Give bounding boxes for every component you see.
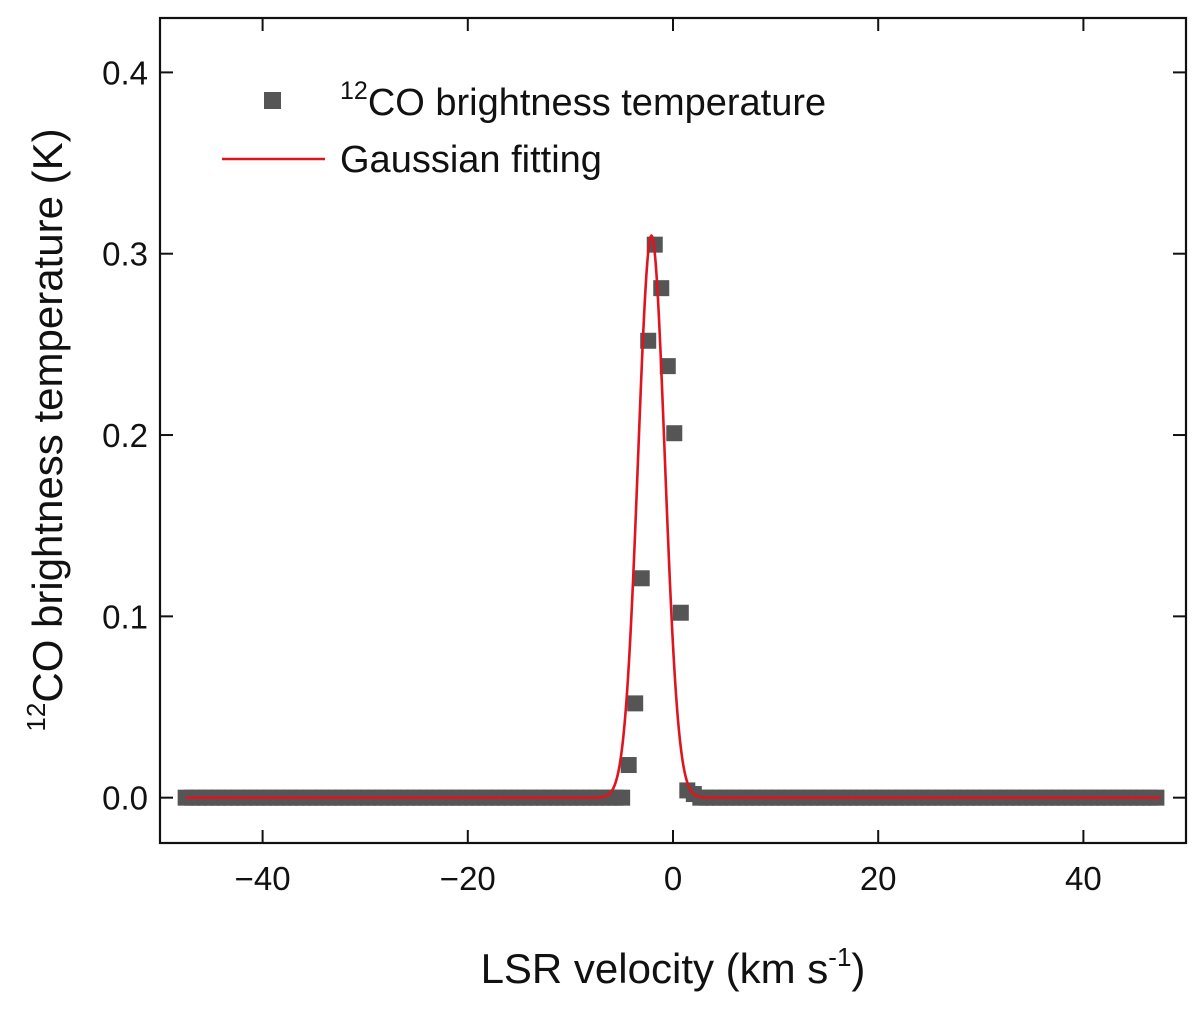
data-layer (178, 236, 1165, 806)
y-tick-label: 0.0 (102, 780, 148, 817)
y-tick-label: 0.4 (102, 54, 148, 91)
x-axis-title-superscript: -1 (828, 942, 851, 972)
x-tick-label: 40 (1065, 860, 1102, 897)
x-axis-title: LSR velocity (km s-1) (481, 942, 866, 992)
y-tick-label: 0.1 (102, 598, 148, 635)
x-axis-title-main: LSR velocity (km s (481, 945, 829, 992)
data-point (627, 695, 643, 711)
data-point (634, 570, 650, 586)
x-tick-label: −20 (440, 860, 496, 897)
x-tick-label: −40 (235, 860, 291, 897)
chart: −40 −20 0 20 40 0.0 0.1 0.2 0.3 0.4 LSR velocity… (0, 0, 1200, 1011)
data-point (673, 605, 689, 621)
y-axis: 0.0 0.1 0.2 0.3 0.4 (102, 54, 1186, 816)
y-tick-label: 0.2 (102, 417, 148, 454)
data-point (621, 757, 637, 773)
y-tick-label: 0.3 (102, 236, 148, 273)
data-point (653, 280, 669, 296)
legend-label-scatter: 12CO brightness temperature (340, 77, 826, 124)
legend: 12CO brightness temperature Gaussian fit… (222, 77, 826, 181)
legend-scatter-marker (264, 92, 281, 109)
legend-label-line: Gaussian fitting (340, 139, 602, 181)
gaussian-fit-line (186, 236, 1161, 798)
x-axis-title-suffix: ) (851, 945, 865, 992)
legend-label-scatter-superscript: 12 (340, 77, 368, 105)
data-point (666, 425, 682, 441)
y-axis-title-main: CO brightness temperature (K) (24, 128, 71, 702)
y-axis-title: 12CO brightness temperature (K) (21, 128, 71, 731)
x-tick-label: 20 (860, 860, 897, 897)
x-tick-label: 0 (664, 860, 682, 897)
y-axis-title-superscript: 12 (21, 703, 51, 732)
data-point (614, 790, 630, 806)
legend-label-scatter-main: CO brightness temperature (368, 82, 826, 124)
